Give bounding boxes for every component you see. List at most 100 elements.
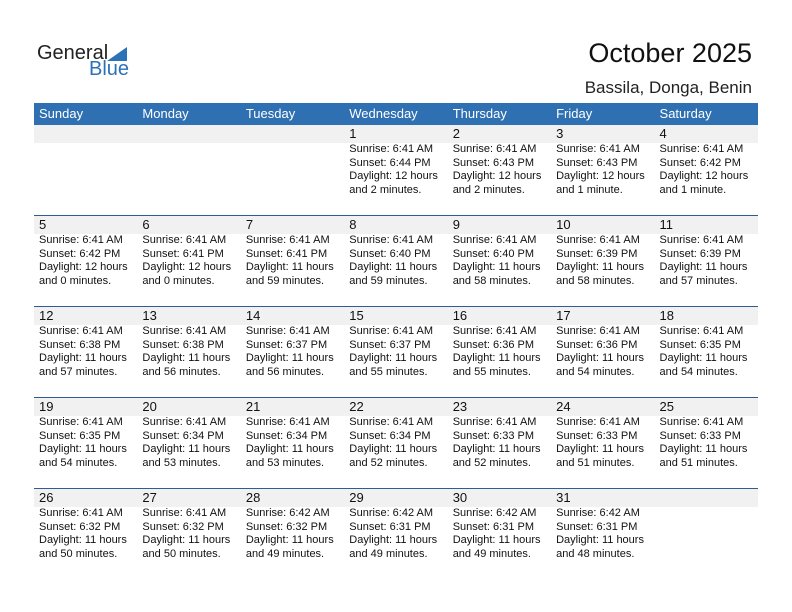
logo-triangle-icon: [107, 47, 127, 61]
sunset-text: Sunset: 6:39 PM: [659, 247, 741, 260]
daylight-minutes-text: and 51 minutes.: [556, 456, 635, 469]
day-cell: 18 Sunrise: 6:41 AM Sunset: 6:35 PM Dayligh…: [655, 307, 758, 397]
location: Bassila, Donga, Benin: [584, 78, 752, 97]
sunrise-text: Sunrise: 6:41 AM: [142, 325, 227, 337]
daylight-text: Daylight: 11 hours: [452, 534, 541, 546]
daylight-text: Daylight: 11 hours: [349, 261, 438, 273]
sunrise-text: Sunrise: 6:41 AM: [245, 234, 330, 246]
daylight-text: Daylight: 11 hours: [556, 443, 644, 455]
sunset-text: Sunset: 6:33 PM: [556, 429, 638, 442]
day-number: 9: [452, 217, 460, 232]
day-number: 5: [39, 217, 47, 232]
sunset-text: Sunset: 6:41 PM: [142, 247, 224, 260]
daylight-text: Daylight: 11 hours: [452, 352, 541, 364]
sunrise-text: Sunrise: 6:41 AM: [659, 325, 744, 337]
daylight-text: Daylight: 11 hours: [142, 534, 231, 546]
sunset-text: Sunset: 6:31 PM: [556, 520, 638, 533]
page-title: October 2025: [588, 38, 752, 68]
daylight-text: Daylight: 11 hours: [659, 261, 748, 273]
day-number: 16: [452, 308, 468, 323]
daylight-text: Daylight: 11 hours: [349, 534, 438, 546]
sunset-text: Sunset: 6:33 PM: [452, 429, 535, 442]
daylight-text: Daylight: 11 hours: [556, 534, 644, 546]
week-row: 26 Sunrise: 6:41 AM Sunset: 6:32 PM Dayligh…: [34, 488, 758, 579]
daylight-text: Daylight: 11 hours: [142, 352, 231, 364]
day-number: 30: [452, 490, 468, 505]
daylight-minutes-text: and 54 minutes.: [39, 456, 118, 469]
sunset-text: Sunset: 6:35 PM: [659, 338, 741, 351]
daylight-text: Daylight: 11 hours: [556, 352, 644, 364]
day-number: 31: [556, 490, 571, 505]
day-cell: 23 Sunrise: 6:41 AM Sunset: 6:33 PM Dayligh…: [448, 398, 551, 488]
day-number: 13: [142, 308, 157, 323]
daylight-minutes-text: and 54 minutes.: [556, 365, 635, 378]
week-row: 1 Sunrise: 6:41 AM Sunset: 6:44 PM Daylight…: [34, 125, 758, 215]
weekday-monday: Monday: [142, 106, 189, 121]
day-cell: 6 Sunrise: 6:41 AM Sunset: 6:41 PM Daylight…: [137, 216, 240, 306]
sunset-text: Sunset: 6:39 PM: [556, 247, 638, 260]
sunrise-text: Sunrise: 6:41 AM: [556, 325, 640, 337]
day-number: 29: [349, 490, 364, 505]
daylight-minutes-text: and 59 minutes.: [245, 274, 325, 287]
daylight-minutes-text: and 54 minutes.: [659, 365, 738, 378]
sunrise-text: Sunrise: 6:41 AM: [349, 143, 434, 155]
daylight-text: Daylight: 11 hours: [245, 534, 334, 546]
sunset-text: Sunset: 6:38 PM: [39, 338, 121, 351]
daylight-text: Daylight: 11 hours: [245, 443, 334, 455]
logo-text-blue: Blue: [89, 58, 130, 80]
sunrise-text: Sunrise: 6:41 AM: [659, 416, 744, 428]
day-number: 6: [142, 217, 150, 232]
day-cell: 15 Sunrise: 6:41 AM Sunset: 6:37 PM Dayligh…: [344, 307, 447, 397]
daylight-minutes-text: and 51 minutes.: [659, 456, 738, 469]
week-row: 19 Sunrise: 6:41 AM Sunset: 6:35 PM Dayligh…: [34, 397, 758, 488]
daylight-minutes-text: and 57 minutes.: [659, 274, 738, 287]
weekday-header: Sunday Monday Tuesday Wednesday Thursday Frid…: [34, 103, 758, 125]
daylight-text: Daylight: 12 hours: [452, 170, 542, 182]
weekday-saturday: Saturday: [659, 106, 712, 121]
calendar: Sunday Monday Tuesday Wednesday Thursday Frid…: [34, 103, 758, 579]
sunrise-text: Sunrise: 6:41 AM: [452, 143, 537, 155]
day-number: 14: [245, 308, 261, 323]
day-number: 10: [556, 217, 571, 232]
day-cell: 19 Sunrise: 6:41 AM Sunset: 6:35 PM Dayligh…: [34, 398, 137, 488]
daylight-text: Daylight: 12 hours: [142, 261, 232, 273]
logo-text-general: General: [37, 42, 109, 64]
sunset-text: Sunset: 6:41 PM: [245, 247, 328, 260]
daylight-minutes-text: and 49 minutes.: [349, 547, 428, 560]
day-cell: [655, 489, 758, 579]
sunset-text: Sunset: 6:34 PM: [142, 429, 224, 442]
daylight-text: Daylight: 12 hours: [349, 170, 438, 182]
sunset-text: Sunset: 6:37 PM: [245, 338, 328, 351]
weekday-thursday: Thursday: [452, 106, 507, 121]
sunrise-text: Sunrise: 6:41 AM: [349, 416, 434, 428]
sunrise-text: Sunrise: 6:41 AM: [452, 325, 537, 337]
day-number-band: [34, 398, 758, 416]
daylight-minutes-text: and 55 minutes.: [349, 365, 428, 378]
daylight-text: Daylight: 11 hours: [245, 352, 334, 364]
sunrise-text: Sunrise: 6:41 AM: [142, 234, 227, 246]
sunset-text: Sunset: 6:40 PM: [349, 247, 431, 260]
sunset-text: Sunset: 6:42 PM: [659, 156, 741, 169]
day-cell: 22 Sunrise: 6:41 AM Sunset: 6:34 PM Dayligh…: [344, 398, 447, 488]
day-number: 22: [349, 399, 364, 414]
daylight-text: Daylight: 11 hours: [39, 352, 127, 364]
day-number: 28: [245, 490, 261, 505]
daylight-text: Daylight: 12 hours: [659, 170, 749, 182]
daylight-text: Daylight: 11 hours: [142, 443, 231, 455]
sunset-text: Sunset: 6:32 PM: [142, 520, 224, 533]
daylight-text: Daylight: 12 hours: [556, 170, 645, 182]
sunset-text: Sunset: 6:31 PM: [452, 520, 535, 533]
week-row: 12 Sunrise: 6:41 AM Sunset: 6:38 PM Dayligh…: [34, 306, 758, 397]
day-number: 18: [659, 308, 674, 323]
sunrise-text: Sunrise: 6:41 AM: [556, 234, 640, 246]
sunset-text: Sunset: 6:31 PM: [349, 520, 431, 533]
day-cell: 1 Sunrise: 6:41 AM Sunset: 6:44 PM Daylight…: [344, 125, 447, 215]
day-cell: 13 Sunrise: 6:41 AM Sunset: 6:38 PM Dayligh…: [137, 307, 240, 397]
sunrise-text: Sunrise: 6:41 AM: [452, 234, 537, 246]
weekday-tuesday: Tuesday: [245, 106, 296, 121]
day-number: 15: [349, 308, 364, 323]
day-cell: 12 Sunrise: 6:41 AM Sunset: 6:38 PM Dayligh…: [34, 307, 137, 397]
day-number: 3: [556, 126, 564, 141]
sunrise-text: Sunrise: 6:41 AM: [556, 416, 640, 428]
sunset-text: Sunset: 6:32 PM: [39, 520, 121, 533]
